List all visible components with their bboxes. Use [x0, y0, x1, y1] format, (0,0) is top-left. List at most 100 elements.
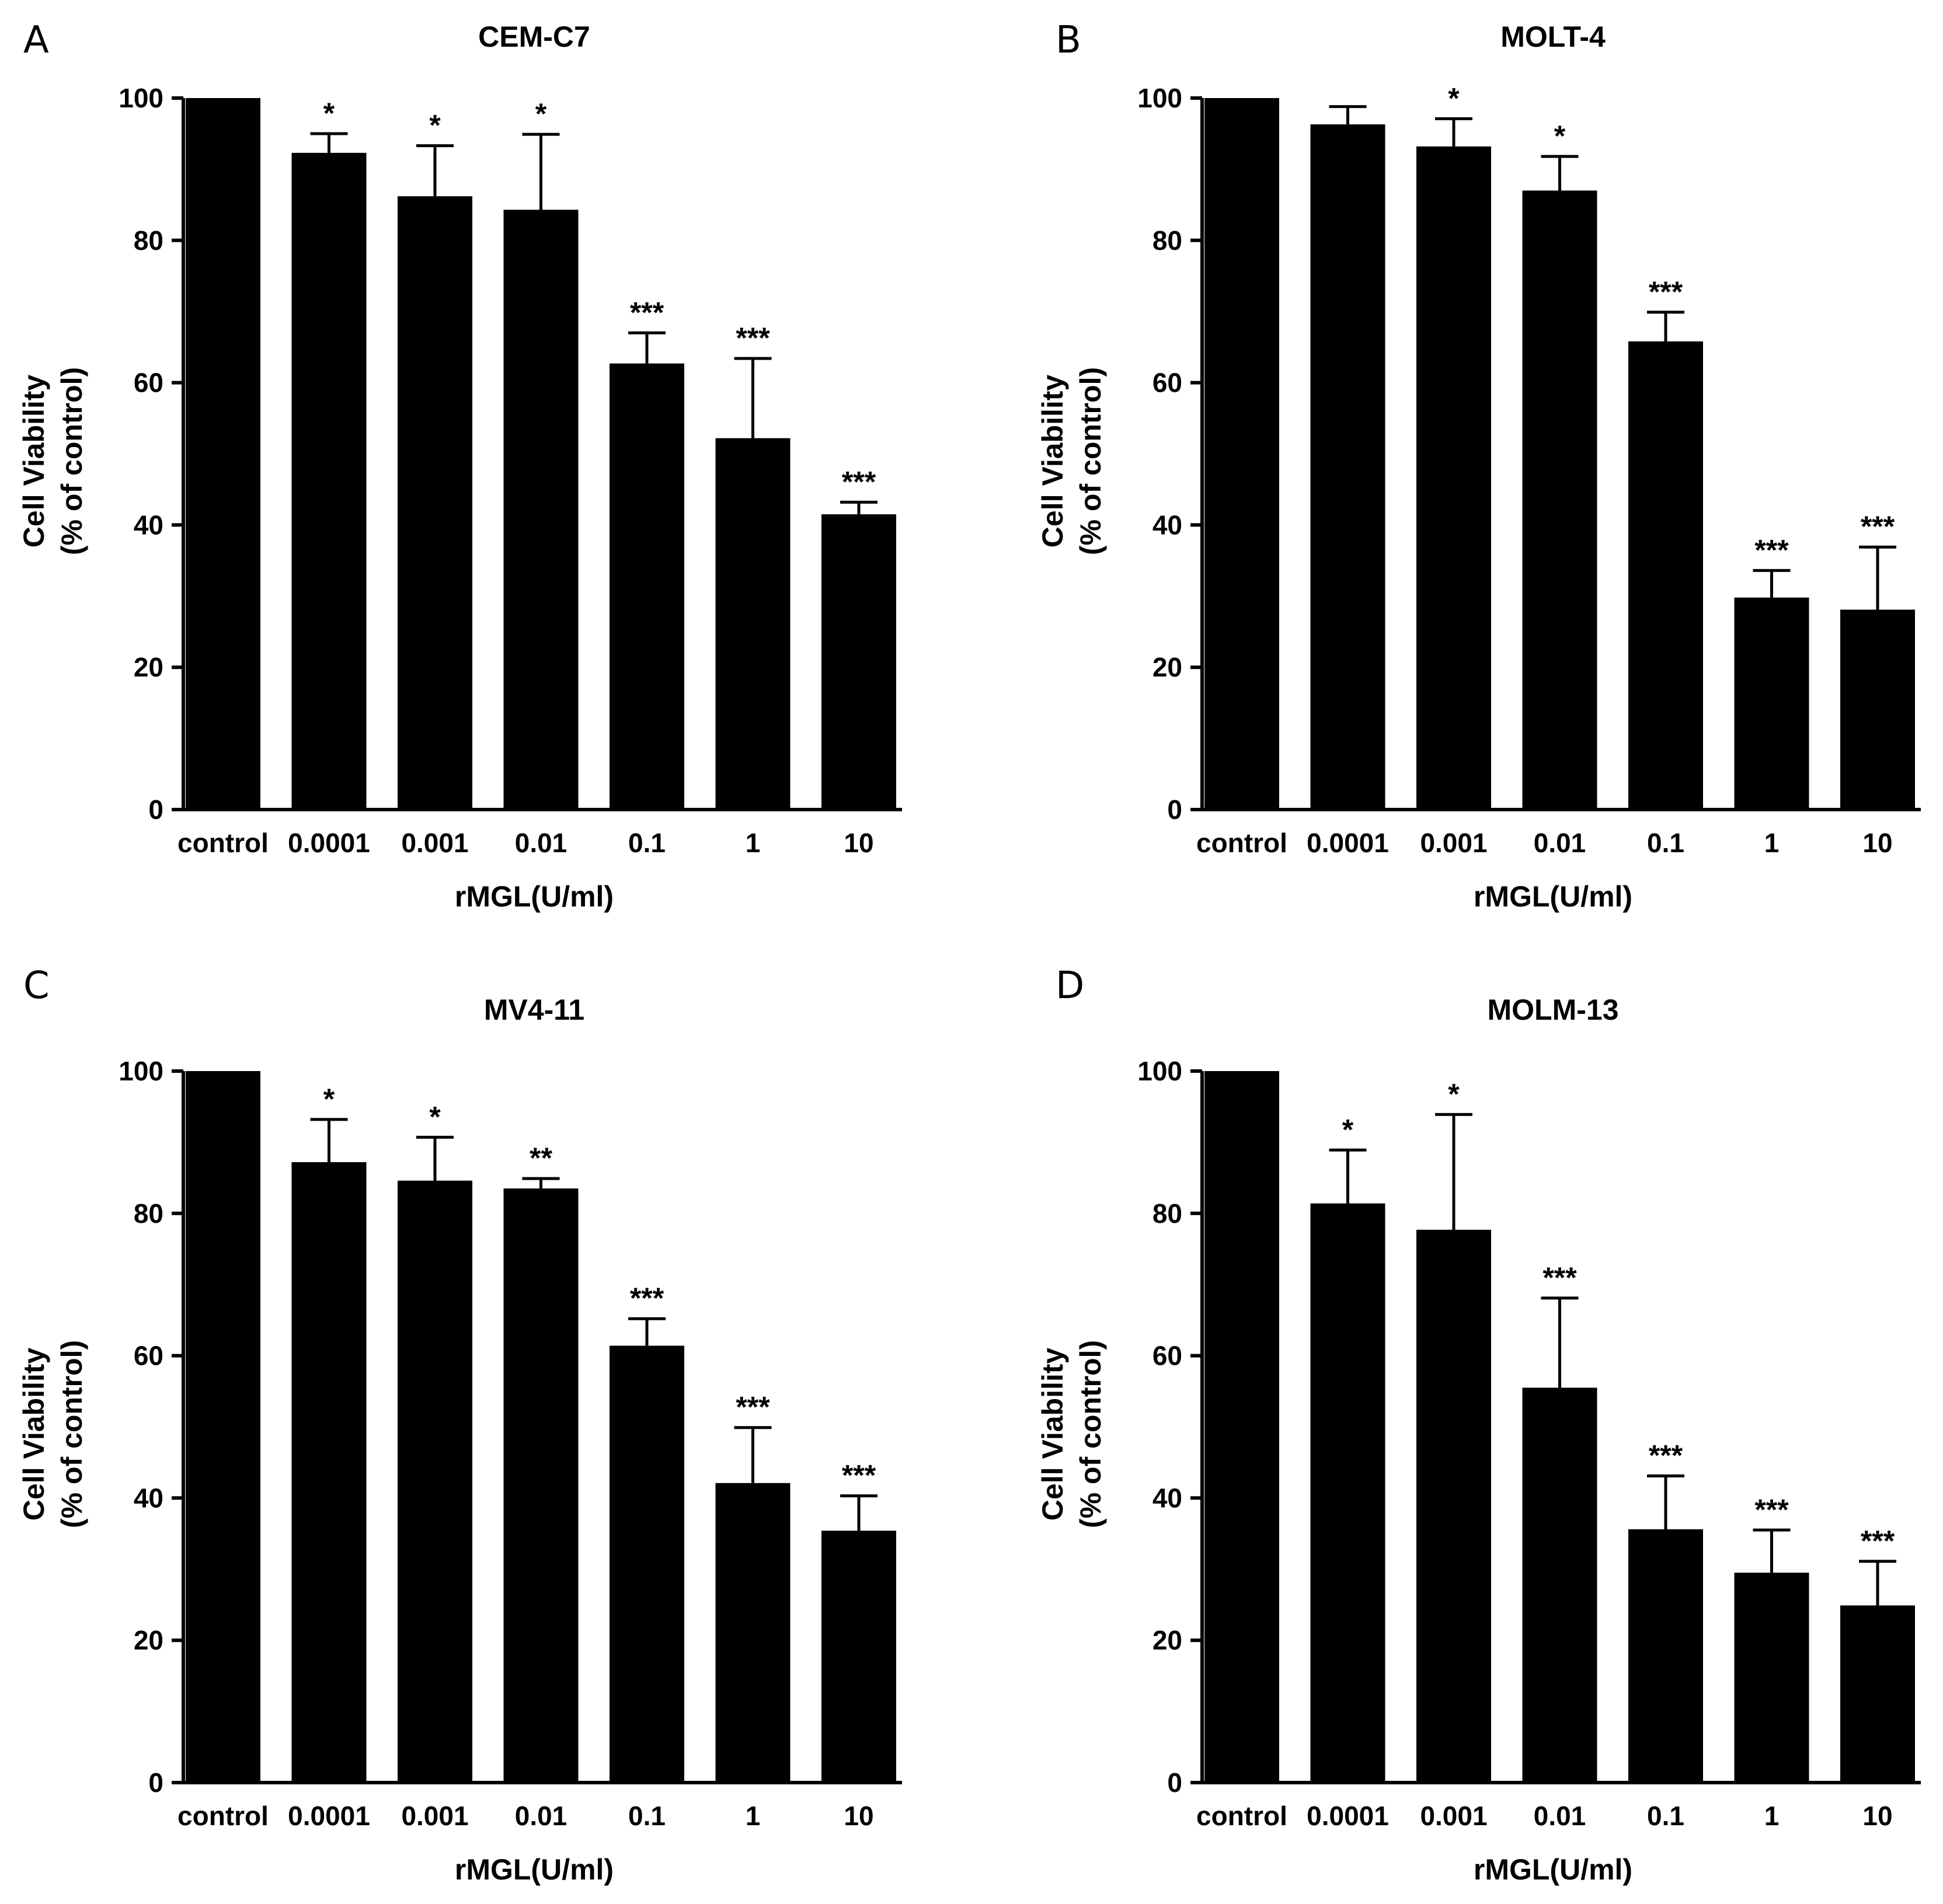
x-axis-label: rMGL(U/ml): [455, 880, 614, 913]
x-tick-label: 0.0001: [288, 828, 370, 858]
x-tick-label: control: [1196, 828, 1287, 858]
significance-marker: ***: [842, 465, 876, 498]
significance-marker: *: [1342, 1113, 1354, 1146]
significance-marker: ***: [736, 1391, 770, 1424]
y-tick-label: 0: [1167, 1767, 1182, 1798]
panel-letter: D: [1056, 964, 1084, 1007]
bar-0.01: [503, 210, 579, 810]
bar-0.0001: [1310, 1203, 1385, 1783]
bar-0.0001: [291, 152, 367, 810]
bar-control: [1204, 98, 1279, 810]
y-tick-label: 100: [1137, 1056, 1182, 1086]
x-tick-label: 10: [844, 828, 873, 858]
x-tick-label: 0.0001: [288, 1801, 370, 1831]
x-tick-label: 0.0001: [1307, 828, 1389, 858]
significance-marker: *: [1554, 120, 1566, 152]
y-tick-label: 100: [119, 1056, 163, 1086]
bar-10: [821, 514, 896, 810]
significance-marker: ***: [1861, 510, 1895, 543]
y-tick-label: 80: [134, 225, 163, 256]
y-axis-label-line1: Cell Viability: [1036, 1348, 1069, 1521]
x-axis-label: rMGL(U/ml): [1474, 880, 1632, 913]
chart-title: MOLM-13: [1488, 993, 1619, 1026]
x-tick-label: 0.001: [401, 1801, 468, 1831]
chart-title: CEM-C7: [478, 20, 590, 53]
significance-marker: ***: [1649, 276, 1683, 308]
bar-0.1: [610, 363, 684, 810]
x-axis-label: rMGL(U/ml): [1474, 1853, 1632, 1886]
significance-marker: ***: [1649, 1439, 1683, 1472]
bar-0.001: [1416, 1229, 1491, 1783]
x-tick-label: control: [177, 1801, 269, 1831]
panel-letter: B: [1056, 19, 1081, 62]
significance-marker: ***: [1754, 1493, 1789, 1526]
chart-panel-b: MOLT-4 0 20 40 60 80 100 control 0.0001 * 0.001 * 0.…: [1036, 20, 1921, 913]
significance-marker: *: [1448, 82, 1460, 114]
x-tick-label: control: [1196, 1801, 1287, 1831]
y-axis-label-line1: Cell Viability: [18, 1348, 50, 1521]
y-axis-label-line1: Cell Viability: [1036, 375, 1069, 548]
x-tick-label: 1: [746, 828, 761, 858]
x-tick-label: 0.1: [1647, 828, 1684, 858]
y-tick-label: 80: [134, 1198, 163, 1229]
x-axis-label: rMGL(U/ml): [455, 1853, 614, 1886]
significance-marker: ***: [1542, 1261, 1577, 1294]
x-tick-label: 0.01: [515, 828, 567, 858]
y-tick-label: 20: [134, 1625, 163, 1655]
significance-marker: *: [1448, 1077, 1460, 1110]
significance-marker: *: [535, 97, 547, 130]
y-tick-label: 40: [134, 510, 163, 540]
bar-10: [1840, 1605, 1915, 1783]
bar-0.01: [503, 1188, 579, 1783]
bar-0.1: [1628, 1529, 1703, 1783]
x-tick-label: 0.001: [1420, 1801, 1487, 1831]
y-tick-label: 0: [1167, 794, 1182, 825]
bar-0.001: [398, 196, 472, 810]
y-tick-label: 0: [148, 794, 163, 825]
chart-title: MOLT-4: [1500, 20, 1606, 53]
y-axis-label-line1: Cell Viability: [18, 375, 50, 548]
x-tick-label: 0.0001: [1307, 1801, 1389, 1831]
bar-0.01: [1522, 190, 1597, 810]
y-tick-label: 40: [1152, 510, 1182, 540]
x-tick-label: 10: [1862, 1801, 1892, 1831]
chart-panel-a: CEM-C7 0 20 40 60 80 100 control * 0.0001 * 0.001 * 0…: [18, 20, 902, 913]
y-tick-label: 60: [134, 1341, 163, 1371]
y-tick-label: 100: [119, 83, 163, 113]
significance-marker: *: [429, 109, 441, 142]
bar-1: [715, 1483, 791, 1783]
bar-10: [821, 1530, 896, 1783]
chart-panel-d: MOLM-13 0 20 40 60 80 100 control * 0.0001 * 0.001 *…: [1036, 993, 1921, 1886]
x-tick-label: control: [177, 828, 269, 858]
y-tick-label: 20: [1152, 652, 1182, 682]
significance-marker: ***: [1861, 1525, 1895, 1557]
bar-0.001: [1416, 146, 1491, 810]
bar-0.0001: [1310, 124, 1385, 810]
bar-1: [1734, 597, 1809, 810]
y-axis-label-line2: (% of control): [55, 367, 88, 555]
chart-panel-c: MV4-11 0 20 40 60 80 100 control * 0.0001 * 0.001 **…: [18, 993, 902, 1886]
significance-marker: **: [530, 1142, 552, 1174]
y-axis-label-line2: (% of control): [1074, 367, 1107, 555]
x-tick-label: 0.1: [1647, 1801, 1684, 1831]
x-tick-label: 0.001: [1420, 828, 1487, 858]
bar-0.1: [610, 1345, 684, 1783]
x-tick-label: 0.01: [1534, 828, 1586, 858]
bar-0.0001: [291, 1162, 367, 1783]
bar-0.001: [398, 1180, 472, 1783]
x-tick-label: 10: [844, 1801, 873, 1831]
y-tick-label: 40: [1152, 1483, 1182, 1513]
y-tick-label: 0: [148, 1767, 163, 1798]
significance-marker: *: [323, 1083, 335, 1115]
x-tick-label: 0.01: [1534, 1801, 1586, 1831]
bar-1: [715, 438, 791, 810]
x-tick-label: 0.001: [401, 828, 468, 858]
panel-letter: C: [23, 964, 50, 1007]
panel-letter: A: [23, 19, 49, 62]
bar-control: [186, 98, 260, 810]
bar-0.01: [1522, 1387, 1597, 1783]
y-tick-label: 20: [1152, 1625, 1182, 1655]
y-tick-label: 60: [1152, 368, 1182, 398]
